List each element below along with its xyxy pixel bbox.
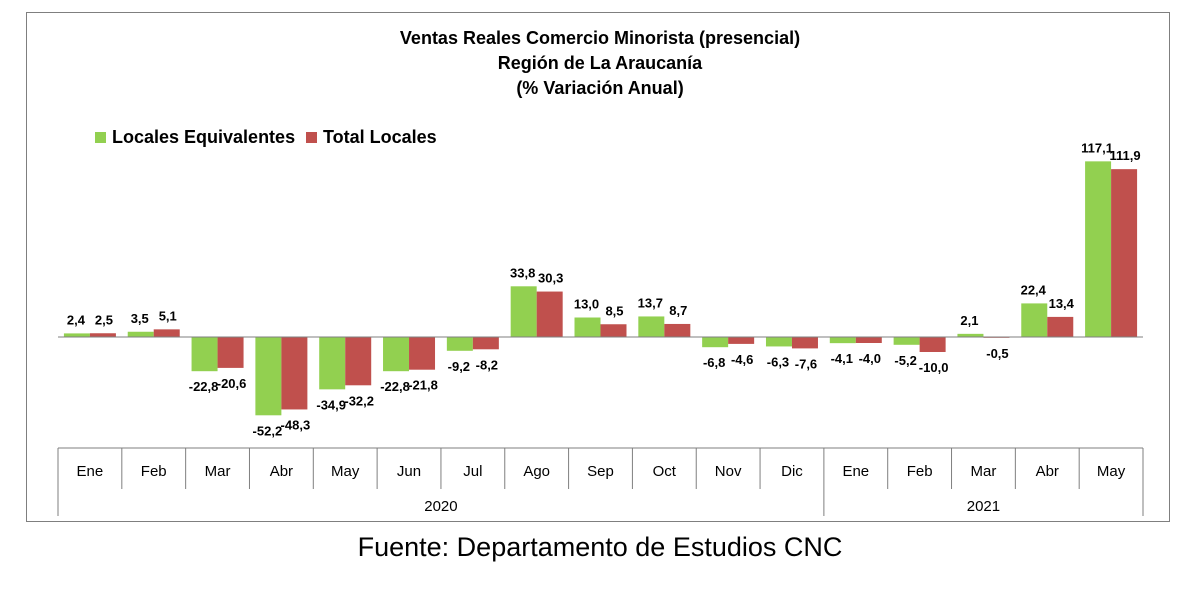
data-label-s0-15: 22,4 <box>1021 282 1047 297</box>
data-label-s0-3: -52,2 <box>253 423 283 438</box>
bar-s1-0 <box>89 333 116 337</box>
data-label-s0-13: -5,2 <box>894 353 916 368</box>
bar-s1-15 <box>1047 316 1074 337</box>
data-label-s1-15: 13,4 <box>1049 296 1075 311</box>
bar-s0-15 <box>1021 303 1048 337</box>
legend-swatch-total-locales <box>306 132 317 143</box>
bar-s1-7 <box>536 291 563 337</box>
chart-subtitle-region: Región de La Araucanía <box>497 53 703 73</box>
tick-label-14: Mar <box>971 463 997 480</box>
tick-label-13: Feb <box>907 463 933 480</box>
tick-label-2: Mar <box>205 463 231 480</box>
data-label-s1-4: -32,2 <box>344 393 374 408</box>
bar-s0-4 <box>319 337 346 390</box>
bar-s0-1 <box>127 331 154 337</box>
bar-s0-11 <box>765 337 792 347</box>
bar-s1-3 <box>281 337 308 410</box>
tick-label-1: Feb <box>141 463 167 480</box>
data-label-s0-10: -6,8 <box>703 355 725 370</box>
legend-item-total-locales: Total Locales <box>306 127 437 148</box>
data-label-s0-6: -9,2 <box>448 359 470 374</box>
legend-label-locales-equivalentes: Locales Equivalentes <box>112 127 296 147</box>
bar-s1-12 <box>855 337 882 343</box>
tick-label-8: Sep <box>587 463 614 480</box>
bar-s0-9 <box>638 316 665 337</box>
data-label-s1-2: -20,6 <box>217 376 247 391</box>
data-label-s1-1: 5,1 <box>159 308 177 323</box>
chart-frame <box>26 12 1170 522</box>
data-label-s0-16: 117,1 <box>1081 140 1113 155</box>
data-label-s0-2: -22,8 <box>189 379 219 394</box>
bar-s1-1 <box>153 329 180 337</box>
tick-label-5: Jun <box>397 463 421 480</box>
bar-s1-6 <box>472 337 499 350</box>
data-label-s0-7: 33,8 <box>510 265 535 280</box>
data-label-s1-5: -21,8 <box>408 378 438 393</box>
group-label-0: 2020 <box>424 498 457 515</box>
bar-s0-8 <box>574 317 601 337</box>
data-label-s0-5: -22,8 <box>380 379 410 394</box>
data-label-s0-12: -4,1 <box>831 351 853 366</box>
bar-s0-3 <box>255 337 282 416</box>
group-label-1: 2021 <box>967 498 1000 515</box>
source-note: Fuente: Departamento de Estudios CNC <box>357 532 843 562</box>
data-label-s0-11: -6,3 <box>767 354 789 369</box>
tick-label-4: May <box>331 463 360 480</box>
bar-s1-5 <box>409 337 436 370</box>
bar-s0-14 <box>957 333 984 337</box>
data-label-s1-3: -48,3 <box>281 417 311 432</box>
data-label-s1-16: 111,9 <box>1110 148 1141 163</box>
legend-swatch-locales-equivalentes <box>95 132 106 143</box>
bar-s0-10 <box>702 337 729 348</box>
bar-s1-13 <box>919 337 946 352</box>
data-label-s1-8: 8,5 <box>605 303 623 318</box>
tick-label-9: Oct <box>653 463 677 480</box>
bar-s1-11 <box>791 337 818 349</box>
tick-label-11: Dic <box>781 463 803 480</box>
data-label-s1-0: 2,5 <box>95 312 113 327</box>
data-label-s1-6: -8,2 <box>476 357 498 372</box>
bar-s0-0 <box>63 333 90 337</box>
legend-item-locales-equivalentes: Locales Equivalentes <box>95 127 295 148</box>
bar-s0-5 <box>383 337 410 372</box>
bar-s1-16 <box>1111 169 1138 337</box>
tick-label-16: May <box>1097 463 1126 480</box>
tick-label-15: Abr <box>1036 463 1059 480</box>
bar-s0-13 <box>893 337 920 345</box>
bar-s1-8 <box>600 324 627 337</box>
chart-subtitle-unit: (% Variación Anual) <box>516 78 684 98</box>
data-label-s0-1: 3,5 <box>131 311 149 326</box>
bar-s1-10 <box>728 337 755 344</box>
data-label-s0-14: 2,1 <box>960 313 978 328</box>
legend-label-total-locales: Total Locales <box>323 127 437 147</box>
bar-s1-2 <box>217 337 244 368</box>
data-label-s1-14: -0,5 <box>986 346 1008 361</box>
data-label-s1-12: -4,0 <box>859 351 881 366</box>
data-label-s1-9: 8,7 <box>669 303 687 318</box>
bar-s0-2 <box>191 337 218 372</box>
data-label-s1-10: -4,6 <box>731 352 753 367</box>
bar-s1-4 <box>345 337 372 386</box>
bar-s0-6 <box>446 337 473 351</box>
bar-s1-9 <box>664 323 691 337</box>
data-label-s0-0: 2,4 <box>67 312 86 327</box>
bar-s0-16 <box>1085 161 1112 337</box>
tick-label-6: Jul <box>463 463 482 480</box>
data-label-s0-9: 13,7 <box>638 295 663 310</box>
chart-title: Ventas Reales Comercio Minorista (presen… <box>399 28 801 48</box>
data-label-s1-11: -7,6 <box>795 356 817 371</box>
tick-label-10: Nov <box>715 463 742 480</box>
tick-label-12: Ene <box>842 463 869 480</box>
tick-label-7: Ago <box>523 463 550 480</box>
tick-label-3: Abr <box>270 463 293 480</box>
bar-s0-7 <box>510 286 537 337</box>
data-label-s0-8: 13,0 <box>574 297 599 312</box>
data-label-s1-7: 30,3 <box>538 271 563 286</box>
bar-s0-12 <box>829 337 856 344</box>
tick-label-0: Ene <box>77 463 104 480</box>
data-label-s0-4: -34,9 <box>316 397 346 412</box>
data-label-s1-13: -10,0 <box>919 360 949 375</box>
